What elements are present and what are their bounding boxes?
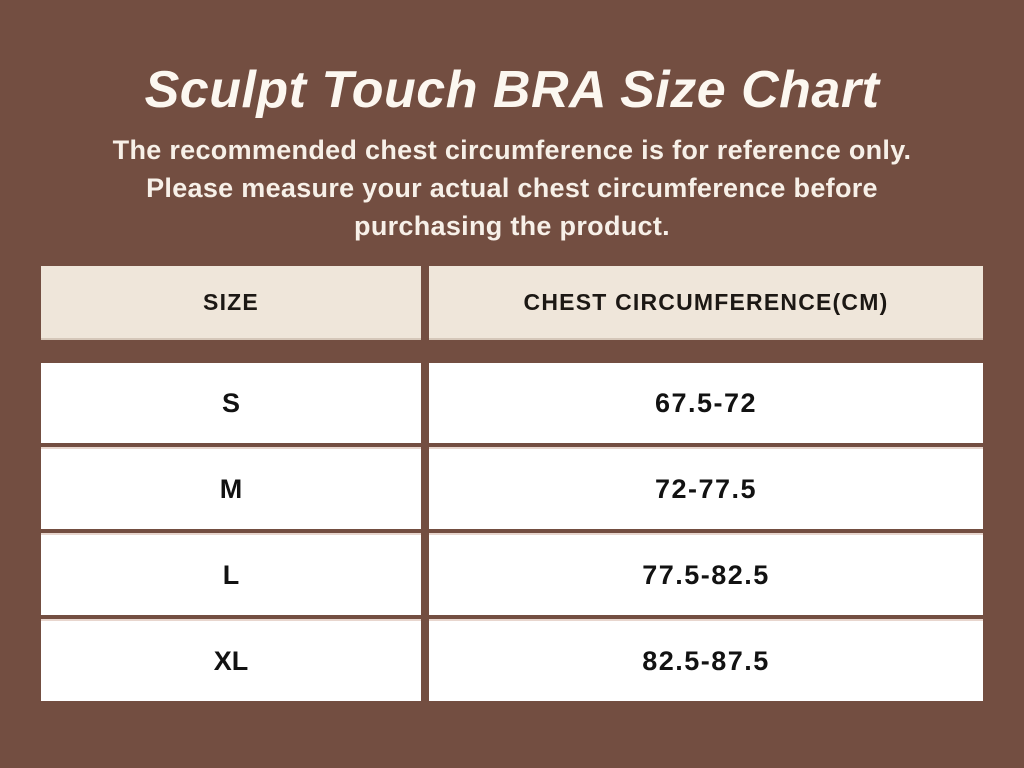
subtitle-line-1: The recommended chest circumference is f…: [112, 135, 912, 165]
header-cell-size: SIZE: [41, 266, 421, 338]
table-row-l: L 77.5-82.5: [41, 535, 983, 615]
subtitle: The recommended chest circumference is f…: [0, 131, 1024, 245]
size-cell: L: [41, 535, 421, 615]
subtitle-line-3: purchasing the product.: [354, 211, 670, 241]
table-row-s: S 67.5-72: [41, 363, 983, 443]
chest-cell: 67.5-72: [429, 363, 983, 443]
chest-cell: 77.5-82.5: [429, 535, 983, 615]
chest-cell: 82.5-87.5: [429, 621, 983, 701]
size-chart-table: SIZE CHEST CIRCUMFERENCE(CM) S 67.5-72 M…: [41, 266, 983, 701]
chest-cell: 72-77.5: [429, 449, 983, 529]
subtitle-line-2: Please measure your actual chest circumf…: [146, 173, 878, 203]
size-cell: XL: [41, 621, 421, 701]
page-title: Sculpt Touch BRA Size Chart: [144, 61, 880, 119]
table-row-m: M 72-77.5: [41, 449, 983, 529]
size-cell: M: [41, 449, 421, 529]
table-row-xl: XL 82.5-87.5: [41, 621, 983, 701]
table-header-row: SIZE CHEST CIRCUMFERENCE(CM): [41, 266, 983, 338]
table-body: S 67.5-72 M 72-77.5 L 77.5-82.5 XL 82.5-…: [41, 363, 983, 701]
header-cell-chest-circumference: CHEST CIRCUMFERENCE(CM): [429, 266, 983, 338]
size-cell: S: [41, 363, 421, 443]
